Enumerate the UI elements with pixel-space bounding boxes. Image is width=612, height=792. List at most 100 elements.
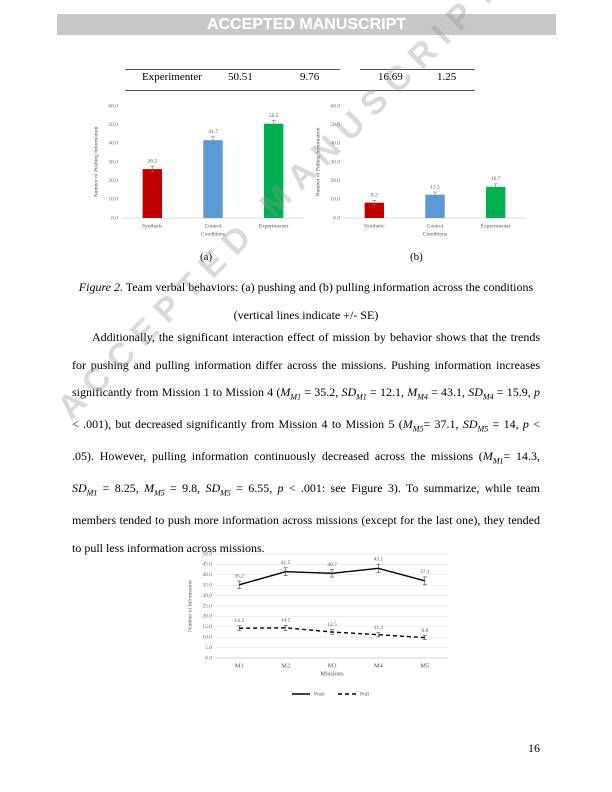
value-label: 37.1 xyxy=(420,569,430,575)
bar xyxy=(364,202,385,218)
text-run: M5 xyxy=(220,488,231,498)
x-axis-label: Missions xyxy=(320,670,344,677)
text-run: SD xyxy=(72,481,87,496)
y-axis-label: Number of Pulling Information xyxy=(314,127,321,196)
bar xyxy=(263,123,284,218)
x-tick-label: Synthetic xyxy=(142,223,163,229)
value-label: 40.7 xyxy=(327,562,337,568)
panel-label: (b) xyxy=(410,251,423,263)
text-run: SD xyxy=(205,481,221,496)
y-tick-label: 10.0 xyxy=(108,197,118,203)
legend-label: Pull xyxy=(360,691,369,697)
text-run: Figure 2 xyxy=(78,280,121,294)
y-tick-label: 0.0 xyxy=(333,215,340,221)
text-run: M5 xyxy=(154,488,165,498)
text-run: = 6.55, xyxy=(230,481,278,496)
value-label: 11.2 xyxy=(374,625,384,631)
bar xyxy=(203,140,223,218)
y-axis-label: Number of Information xyxy=(186,580,193,632)
text-run: SD xyxy=(462,417,478,432)
text-run: p xyxy=(533,385,540,400)
chart: 0.0 10.0 20.0 30.0 40.0 50.0 60.0 Number of Pus… xyxy=(92,103,304,237)
table-cell: Experimenter xyxy=(142,71,202,83)
y-tick-label: 30.0 xyxy=(202,593,212,599)
text-run: = 14, xyxy=(488,417,523,432)
table-cell: 50.51 xyxy=(228,71,253,83)
panel-label: (a) xyxy=(200,251,213,263)
x-tick-label: Control xyxy=(205,223,222,229)
value-label: 8.2 xyxy=(371,193,378,199)
text-run: p xyxy=(277,481,284,496)
y-tick-label: 30.0 xyxy=(330,159,340,165)
text-run: . Team verbal behaviors: (a) pushing and… xyxy=(120,280,534,322)
table-cell: 16.69 xyxy=(378,71,403,83)
y-tick-label: 25.0 xyxy=(202,603,212,609)
y-tick-label: 15.0 xyxy=(202,624,212,630)
y-tick-label: 30.0 xyxy=(108,159,118,165)
text-run: = 12.1, xyxy=(366,385,408,400)
value-label: 14.5 xyxy=(281,618,291,624)
value-label: 43.1 xyxy=(374,556,384,562)
paragraph: Additionally, the significant interactio… xyxy=(72,324,540,562)
legend-label: Push xyxy=(314,691,325,697)
y-tick-label: 40.0 xyxy=(202,572,212,578)
y-tick-label: 50.0 xyxy=(108,122,118,128)
value-label: 16.7 xyxy=(491,176,501,182)
text-run: = 43.1, xyxy=(427,385,469,400)
text-run: M xyxy=(144,481,155,496)
chart: 0.0 10.0 20.0 30.0 40.0 50.0 60.0 Number of Pul… xyxy=(314,103,526,237)
y-tick-label: 35.0 xyxy=(202,582,212,588)
x-tick-label: M5 xyxy=(420,662,429,669)
text-run: M4 xyxy=(417,392,428,402)
text-run: SD xyxy=(341,385,357,400)
text-run: M5 xyxy=(412,424,424,434)
value-label: 41.5 xyxy=(281,560,291,566)
text-run: = 9.8, xyxy=(164,481,206,496)
rule xyxy=(125,69,340,70)
text-run: < .001), but decreased significantly fro… xyxy=(72,417,403,432)
x-tick-label: M2 xyxy=(281,662,290,669)
page-number: 16 xyxy=(528,741,540,755)
text-run: = 14.3, xyxy=(503,449,540,464)
y-tick-label: 40.0 xyxy=(330,141,340,147)
y-tick-label: 0.0 xyxy=(205,655,212,661)
bar xyxy=(485,186,506,218)
y-tick-label: 0.0 xyxy=(111,215,118,221)
y-tick-label: 5.0 xyxy=(205,645,212,651)
rule xyxy=(125,90,475,91)
text-run: M xyxy=(407,385,418,400)
chart: 0.0 5.0 10.0 15.0 20.0 25.0 30.0 35.0 40.0 45.0 50… xyxy=(186,551,448,697)
x-tick-label: Experimenter xyxy=(481,223,511,229)
text-run: < .05). However, pulling information con… xyxy=(72,417,540,464)
table-cell: 1.25 xyxy=(437,71,457,83)
text-run: M4 xyxy=(482,392,494,402)
x-tick-label: Experimenter xyxy=(259,223,289,229)
y-tick-label: 10.0 xyxy=(202,634,212,640)
value-label: 35.2 xyxy=(234,573,244,579)
text-run: = 8.25, xyxy=(97,481,145,496)
text-run: Additionally, the significant interactio… xyxy=(72,330,540,400)
text-run: = 35.2, xyxy=(301,385,342,400)
text-run: p xyxy=(522,417,529,432)
y-tick-label: 10.0 xyxy=(330,197,340,203)
y-tick-label: 60.0 xyxy=(108,103,118,109)
text-run: M1 xyxy=(492,456,504,466)
y-tick-label: 20.0 xyxy=(202,614,212,620)
x-tick-label: M3 xyxy=(327,662,336,669)
header: ACCEPTED MANUSCRIPT xyxy=(57,14,556,35)
bar xyxy=(142,169,163,218)
x-tick-label: M4 xyxy=(374,662,384,669)
text-run: M1 xyxy=(356,392,367,402)
y-tick-label: 20.0 xyxy=(108,178,118,184)
value-label: 26.2 xyxy=(148,158,158,164)
x-tick-label: M1 xyxy=(235,662,244,669)
x-axis-label: Conditions xyxy=(423,231,447,237)
text-run: M5 xyxy=(477,424,489,434)
y-tick-label: 20.0 xyxy=(330,178,340,184)
y-tick-label: 45.0 xyxy=(202,562,212,568)
text-run: = 37.1, xyxy=(423,417,463,432)
value-label: 12.5 xyxy=(327,622,337,628)
value-label: 9.8 xyxy=(421,628,428,634)
value-label: 12.5 xyxy=(430,184,440,190)
